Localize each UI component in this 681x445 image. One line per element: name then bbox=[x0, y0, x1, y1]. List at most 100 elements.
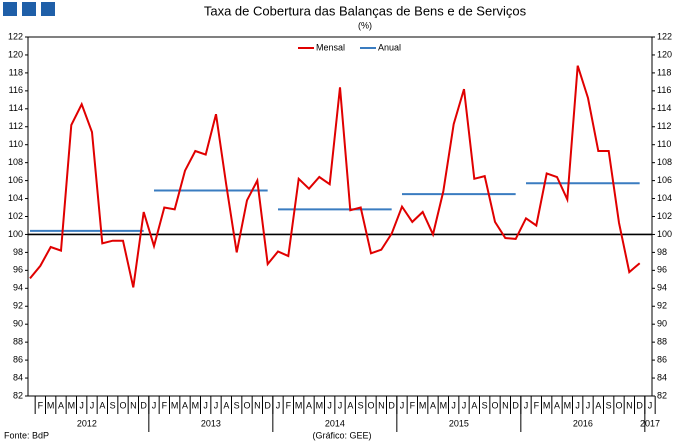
x-tick-label: A bbox=[58, 400, 64, 410]
y2-tick-label: 102 bbox=[657, 211, 672, 221]
x-tick-label: M bbox=[171, 400, 179, 410]
x-tick-label: N bbox=[254, 400, 261, 410]
x-tick-label: F bbox=[38, 400, 44, 410]
x-tick-label: A bbox=[99, 400, 105, 410]
y-tick-label: 94 bbox=[13, 283, 23, 293]
y2-tick-label: 120 bbox=[657, 49, 672, 59]
x-tick-label: A bbox=[306, 400, 312, 410]
y2-tick-label: 96 bbox=[657, 265, 667, 275]
y2-tick-label: 86 bbox=[657, 354, 667, 364]
x-tick-label: M bbox=[419, 400, 427, 410]
y2-tick-label: 106 bbox=[657, 175, 672, 185]
y-tick-label: 86 bbox=[13, 354, 23, 364]
year-label: 2014 bbox=[325, 418, 345, 428]
x-tick-label: D bbox=[388, 400, 395, 410]
credit: (Gráfico: GEE) bbox=[312, 430, 371, 440]
x-tick-label: S bbox=[606, 400, 612, 410]
logo-square bbox=[3, 2, 17, 16]
y-tick-label: 118 bbox=[9, 67, 23, 77]
x-tick-label: J bbox=[79, 400, 84, 410]
x-tick-label: F bbox=[534, 400, 540, 410]
x-tick-label: J bbox=[90, 400, 95, 410]
x-tick-label: M bbox=[543, 400, 551, 410]
x-tick-label: J bbox=[152, 400, 157, 410]
x-tick-label: A bbox=[182, 400, 188, 410]
x-tick-label: J bbox=[400, 400, 405, 410]
y-tick-label: 90 bbox=[13, 319, 23, 329]
legend-label: Mensal bbox=[316, 42, 345, 52]
x-tick-label: N bbox=[130, 400, 137, 410]
x-tick-label: A bbox=[347, 400, 353, 410]
x-tick-label: S bbox=[482, 400, 488, 410]
y-tick-label: 100 bbox=[8, 229, 23, 239]
logo-square bbox=[41, 2, 55, 16]
y2-tick-label: 100 bbox=[657, 229, 672, 239]
y-tick-label: 106 bbox=[8, 175, 23, 185]
source: Fonte: BdP bbox=[4, 430, 49, 440]
y-tick-label: 116 bbox=[9, 85, 23, 95]
x-tick-label: A bbox=[554, 400, 560, 410]
y2-tick-label: 118 bbox=[657, 67, 671, 77]
x-tick-label: M bbox=[564, 400, 572, 410]
x-tick-label: N bbox=[626, 400, 633, 410]
y2-tick-label: 94 bbox=[657, 283, 667, 293]
x-tick-label: D bbox=[140, 400, 147, 410]
logo-square bbox=[22, 2, 36, 16]
y-tick-label: 110 bbox=[9, 139, 23, 149]
year-label: 2013 bbox=[201, 418, 221, 428]
monthly-line bbox=[29, 65, 641, 288]
y-tick-label: 112 bbox=[9, 121, 23, 131]
y-tick-label: 108 bbox=[8, 157, 23, 167]
x-tick-label: S bbox=[234, 400, 240, 410]
x-tick-label: J bbox=[203, 400, 208, 410]
x-tick-label: M bbox=[440, 400, 448, 410]
y2-tick-label: 108 bbox=[657, 157, 672, 167]
y-tick-label: 84 bbox=[13, 372, 23, 382]
y2-tick-label: 114 bbox=[657, 103, 671, 113]
x-tick-label: A bbox=[471, 400, 477, 410]
y-tick-label: 92 bbox=[13, 301, 23, 311]
x-tick-label: N bbox=[502, 400, 509, 410]
x-tick-label: J bbox=[575, 400, 580, 410]
y-tick-label: 104 bbox=[8, 193, 23, 203]
x-tick-label: A bbox=[595, 400, 601, 410]
y2-tick-label: 122 bbox=[657, 31, 672, 41]
y2-tick-label: 116 bbox=[657, 85, 671, 95]
x-tick-label: J bbox=[327, 400, 332, 410]
x-tick-label: J bbox=[451, 400, 456, 410]
y-tick-label: 120 bbox=[8, 49, 23, 59]
x-tick-label: O bbox=[491, 400, 498, 410]
y-tick-label: 114 bbox=[9, 103, 23, 113]
x-tick-label: F bbox=[162, 400, 168, 410]
x-tick-label: J bbox=[648, 400, 653, 410]
x-tick-label: M bbox=[47, 400, 55, 410]
x-tick-label: J bbox=[214, 400, 219, 410]
year-label: 2012 bbox=[77, 418, 97, 428]
x-tick-label: J bbox=[586, 400, 591, 410]
y2-tick-label: 104 bbox=[657, 193, 672, 203]
y2-tick-label: 82 bbox=[657, 390, 667, 400]
y-tick-label: 102 bbox=[8, 211, 23, 221]
x-tick-label: M bbox=[295, 400, 303, 410]
y-tick-label: 98 bbox=[13, 247, 23, 257]
x-tick-label: D bbox=[512, 400, 519, 410]
x-tick-label: F bbox=[410, 400, 416, 410]
x-tick-label: A bbox=[430, 400, 436, 410]
x-tick-label: O bbox=[367, 400, 374, 410]
x-tick-label: J bbox=[462, 400, 467, 410]
x-tick-label: M bbox=[68, 400, 76, 410]
chart-subtitle: (%) bbox=[358, 20, 372, 30]
y2-tick-label: 88 bbox=[657, 337, 667, 347]
x-tick-label: N bbox=[378, 400, 385, 410]
x-tick-label: O bbox=[119, 400, 126, 410]
y2-tick-label: 110 bbox=[657, 139, 671, 149]
x-tick-label: O bbox=[243, 400, 250, 410]
y2-tick-label: 84 bbox=[657, 372, 667, 382]
x-tick-label: A bbox=[223, 400, 229, 410]
year-label: 2017 bbox=[640, 418, 660, 428]
x-tick-label: D bbox=[264, 400, 271, 410]
y-tick-label: 82 bbox=[13, 390, 23, 400]
plot-frame bbox=[27, 36, 653, 397]
x-tick-label: S bbox=[110, 400, 116, 410]
x-tick-label: F bbox=[286, 400, 292, 410]
